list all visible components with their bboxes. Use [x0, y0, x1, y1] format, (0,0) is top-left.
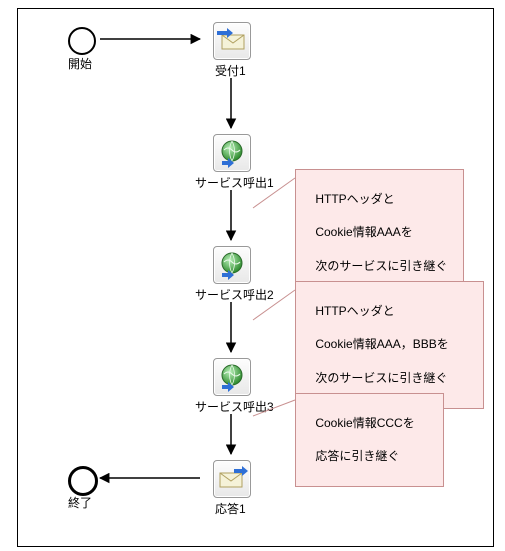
- start-label: 開始: [68, 55, 92, 72]
- envelope-out-icon: [214, 461, 250, 497]
- service-call-1-label: サービス呼出1: [195, 174, 274, 191]
- diagram-canvas: 開始 終了 受付1 サービス呼出1: [0, 0, 505, 551]
- annotation-1: HTTPヘッダと Cookie情報AAAを 次のサービスに引き継ぐ: [295, 169, 464, 297]
- service-call-1: [213, 134, 251, 172]
- service-call-3-label: サービス呼出3: [195, 398, 274, 415]
- annotation-2: HTTPヘッダと Cookie情報AAA，BBBを 次のサービスに引き継ぐ: [295, 281, 484, 409]
- start-event-icon: [68, 27, 96, 55]
- annotation-text-line: Cookie情報AAA，BBBを: [315, 337, 448, 351]
- annotation-text-line: 次のサービスに引き継ぐ: [315, 371, 447, 385]
- service-call-2: [213, 246, 251, 284]
- annotation-text-line: 次のサービスに引き継ぐ: [315, 259, 447, 273]
- globe-icon: [214, 247, 250, 283]
- annotation-text-line: Cookie情報AAAを: [315, 225, 412, 239]
- receive-label: 受付1: [215, 62, 246, 79]
- annotation-3: Cookie情報CCCを 応答に引き継ぐ: [295, 393, 444, 487]
- end-event-icon: [68, 466, 98, 496]
- globe-icon: [214, 135, 250, 171]
- annotation-text-line: HTTPヘッダと: [315, 304, 394, 318]
- annotation-text-line: 応答に引き継ぐ: [315, 449, 399, 463]
- annotation-text-line: Cookie情報CCCを: [315, 416, 414, 430]
- reply-activity: [213, 460, 251, 498]
- receive-activity: [213, 22, 251, 60]
- reply-label: 応答1: [215, 500, 246, 517]
- annotation-text-line: HTTPヘッダと: [315, 192, 394, 206]
- end-label: 終了: [68, 494, 92, 511]
- globe-icon: [214, 359, 250, 395]
- service-call-2-label: サービス呼出2: [195, 286, 274, 303]
- envelope-in-icon: [214, 23, 250, 59]
- service-call-3: [213, 358, 251, 396]
